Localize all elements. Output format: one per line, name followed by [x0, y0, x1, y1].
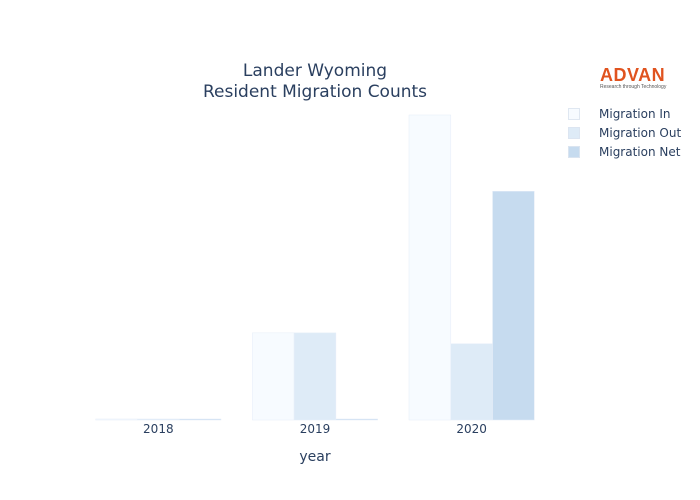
bar-migration-in-2020[interactable] [408, 114, 452, 421]
bar-migration-net-2018[interactable] [178, 418, 222, 421]
legend-item-migration-net[interactable]: Migration Net [568, 142, 681, 161]
x-tick-label-2020: 2020 [456, 422, 487, 436]
x-axis-ticks: 2018 2019 2020 [143, 422, 487, 436]
bar-migration-net-2019[interactable] [335, 418, 378, 421]
chart-title: Lander Wyoming [243, 61, 387, 81]
bar-migration-in-2018[interactable] [95, 418, 138, 421]
logo-tagline: Research through Technology [600, 84, 667, 90]
legend-label-migration-in: Migration In [599, 106, 671, 121]
bar-migration-out-2019[interactable] [293, 332, 337, 421]
x-tick-label-2018: 2018 [143, 422, 174, 436]
legend-swatch-migration-out [568, 126, 580, 139]
legend-label-migration-out: Migration Out [599, 125, 682, 140]
legend-item-migration-in[interactable]: Migration In [568, 104, 681, 123]
advan-logo: ADVAN Research through Technology [600, 66, 680, 91]
x-axis-title: year [299, 449, 330, 465]
legend: Migration In Migration Out Migration Net [568, 104, 681, 161]
bar-migration-in-2019[interactable] [252, 332, 295, 421]
legend-swatch-migration-in [568, 107, 580, 120]
bars-group [95, 114, 535, 421]
logo-name: ADVAN [600, 65, 666, 85]
bar-migration-out-2018[interactable] [137, 418, 180, 421]
x-tick-label-2019: 2019 [300, 422, 331, 436]
legend-item-migration-out[interactable]: Migration Out [568, 123, 681, 142]
legend-swatch-migration-net [568, 145, 580, 158]
bar-migration-out-2020[interactable] [450, 343, 493, 421]
legend-label-migration-net: Migration Net [599, 144, 681, 159]
bar-migration-net-2020[interactable] [492, 191, 535, 421]
chart-subtitle: Resident Migration Counts [203, 82, 427, 102]
